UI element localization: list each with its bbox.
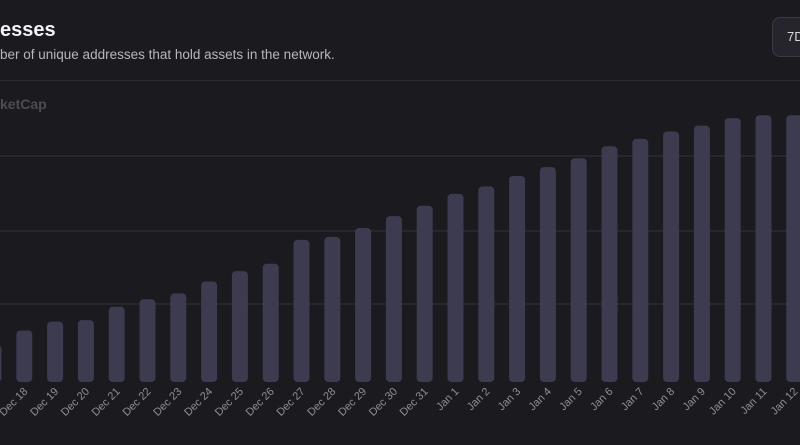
x-tick-label: Jan 12 [769, 386, 800, 418]
x-tick-label: Dec 25 [213, 386, 246, 419]
bar[interactable] [478, 186, 495, 382]
x-tick-label: Dec 26 [244, 386, 277, 419]
x-tick-label: Jan 9 [680, 386, 708, 414]
x-tick-label: Dec 28 [305, 386, 338, 419]
bar[interactable] [0, 345, 2, 382]
x-tick-label: Jan 5 [557, 386, 585, 414]
x-tick-label: Jan 6 [588, 386, 616, 414]
bar[interactable] [724, 118, 741, 382]
bar[interactable] [262, 263, 279, 382]
x-tick-label: Jan 11 [738, 386, 769, 417]
chart-subtitle: ber of unique addresses that hold assets… [0, 47, 335, 62]
x-tick-label: Dec 22 [120, 386, 153, 419]
bar[interactable] [47, 321, 64, 382]
bar[interactable] [539, 167, 556, 382]
x-tick-label: Dec 19 [28, 386, 61, 419]
time-range-button[interactable]: 7D [772, 17, 800, 57]
chart-title: esses [0, 19, 56, 41]
x-tick-label: Jan 4 [526, 386, 554, 414]
bar[interactable] [355, 228, 372, 382]
bar[interactable] [139, 299, 156, 382]
bar[interactable] [447, 193, 464, 382]
x-tick-label: Jan 8 [650, 386, 678, 414]
bar[interactable] [509, 176, 526, 382]
header-divider [0, 80, 800, 81]
watermark: ketCap [0, 96, 47, 112]
bar[interactable] [385, 216, 402, 382]
bar[interactable] [663, 131, 680, 383]
x-tick-label: Dec 18 [0, 386, 30, 419]
x-tick-label: Jan 2 [465, 386, 493, 414]
bar[interactable] [416, 205, 433, 382]
bar[interactable] [693, 125, 710, 382]
bar[interactable] [231, 271, 248, 382]
x-tick-label: Dec 31 [398, 386, 431, 419]
x-tick-label: Dec 29 [336, 386, 369, 419]
bar[interactable] [77, 320, 94, 382]
x-tick-label: Dec 27 [274, 386, 307, 419]
bar[interactable] [16, 330, 33, 383]
x-tick-label: Jan 7 [619, 386, 647, 414]
bar[interactable] [108, 306, 125, 382]
bar[interactable] [293, 239, 310, 382]
bar[interactable] [324, 236, 341, 382]
x-tick-label: Jan 10 [707, 386, 739, 418]
x-tick-label: Dec 24 [182, 386, 215, 419]
x-tick-label: Dec 21 [90, 386, 123, 419]
bar[interactable] [170, 293, 187, 382]
x-tick-label: Jan 1 [434, 386, 462, 414]
x-tick-label: Dec 20 [59, 386, 92, 419]
bar[interactable] [201, 281, 218, 383]
bar[interactable] [601, 146, 618, 382]
bar[interactable] [632, 138, 649, 382]
bar[interactable] [755, 115, 772, 382]
x-tick-label: Dec 30 [367, 386, 400, 419]
bar[interactable] [786, 115, 800, 382]
x-tick-label: Jan 3 [496, 386, 524, 414]
x-tick-label: Dec 23 [151, 386, 184, 419]
bar[interactable] [570, 158, 587, 382]
